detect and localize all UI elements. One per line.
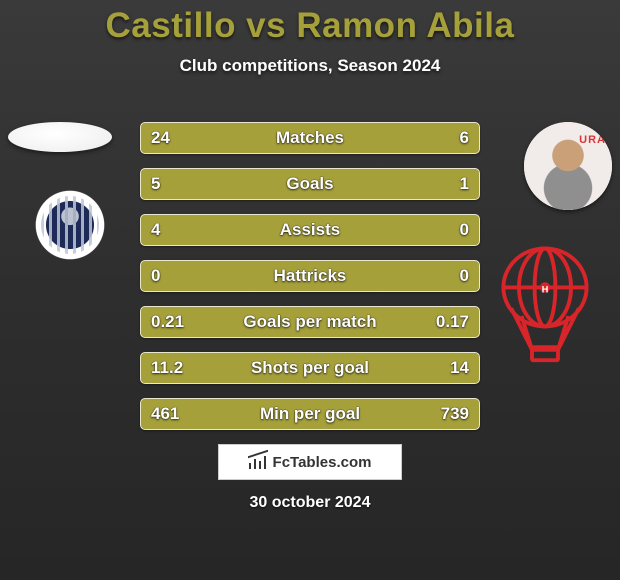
stat-right-value: 1: [450, 169, 479, 199]
stat-left-value: 24: [141, 123, 180, 153]
date-label: 30 october 2024: [0, 494, 620, 512]
stat-right-value: 0: [450, 261, 479, 291]
svg-text:H: H: [542, 285, 549, 295]
club-crest-right: H: [480, 238, 610, 368]
stat-right-value: 14: [440, 353, 479, 383]
stat-bar: 4 0Assists: [140, 214, 480, 246]
stat-left-value: 5: [141, 169, 170, 199]
stat-bar: 0 0Hattricks: [140, 260, 480, 292]
stat-label: Matches: [141, 123, 479, 153]
stat-label: Assists: [141, 215, 479, 245]
stat-bar: 5 1Goals: [140, 168, 480, 200]
stat-label: Goals: [141, 169, 479, 199]
stat-right-value: 6: [450, 123, 479, 153]
subtitle: Club competitions, Season 2024: [0, 56, 620, 76]
stat-left-value: 0.21: [141, 307, 194, 337]
stat-left-value: 461: [141, 399, 189, 429]
stat-bar: 461 739Min per goal: [140, 398, 480, 430]
player-photo-left: [8, 122, 112, 152]
stat-bar: 0.210.17Goals per match: [140, 306, 480, 338]
stat-right-value: 739: [431, 399, 479, 429]
club-crest-left: [20, 175, 120, 275]
brand-box[interactable]: FcTables.com: [218, 444, 402, 480]
stat-right-value: 0.17: [426, 307, 479, 337]
stat-label: Hattricks: [141, 261, 479, 291]
stat-left-value: 4: [141, 215, 170, 245]
stat-left-value: 0: [141, 261, 170, 291]
stat-bars: 246Matches51Goals40Assists00Hattricks0.2…: [140, 122, 480, 444]
stat-right-value: 0: [450, 215, 479, 245]
huracan-balloon-icon: H: [480, 238, 610, 368]
player-photo-right: [524, 122, 612, 210]
stat-left-value: 11.2: [141, 353, 193, 383]
stat-label: Min per goal: [141, 399, 479, 429]
page-title: Castillo vs Ramon Abila: [0, 0, 620, 46]
stat-bar: 11.214Shots per goal: [140, 352, 480, 384]
stat-bar: 24 6Matches: [140, 122, 480, 154]
brand-label: FcTables.com: [273, 454, 372, 471]
chart-icon: [249, 455, 267, 469]
